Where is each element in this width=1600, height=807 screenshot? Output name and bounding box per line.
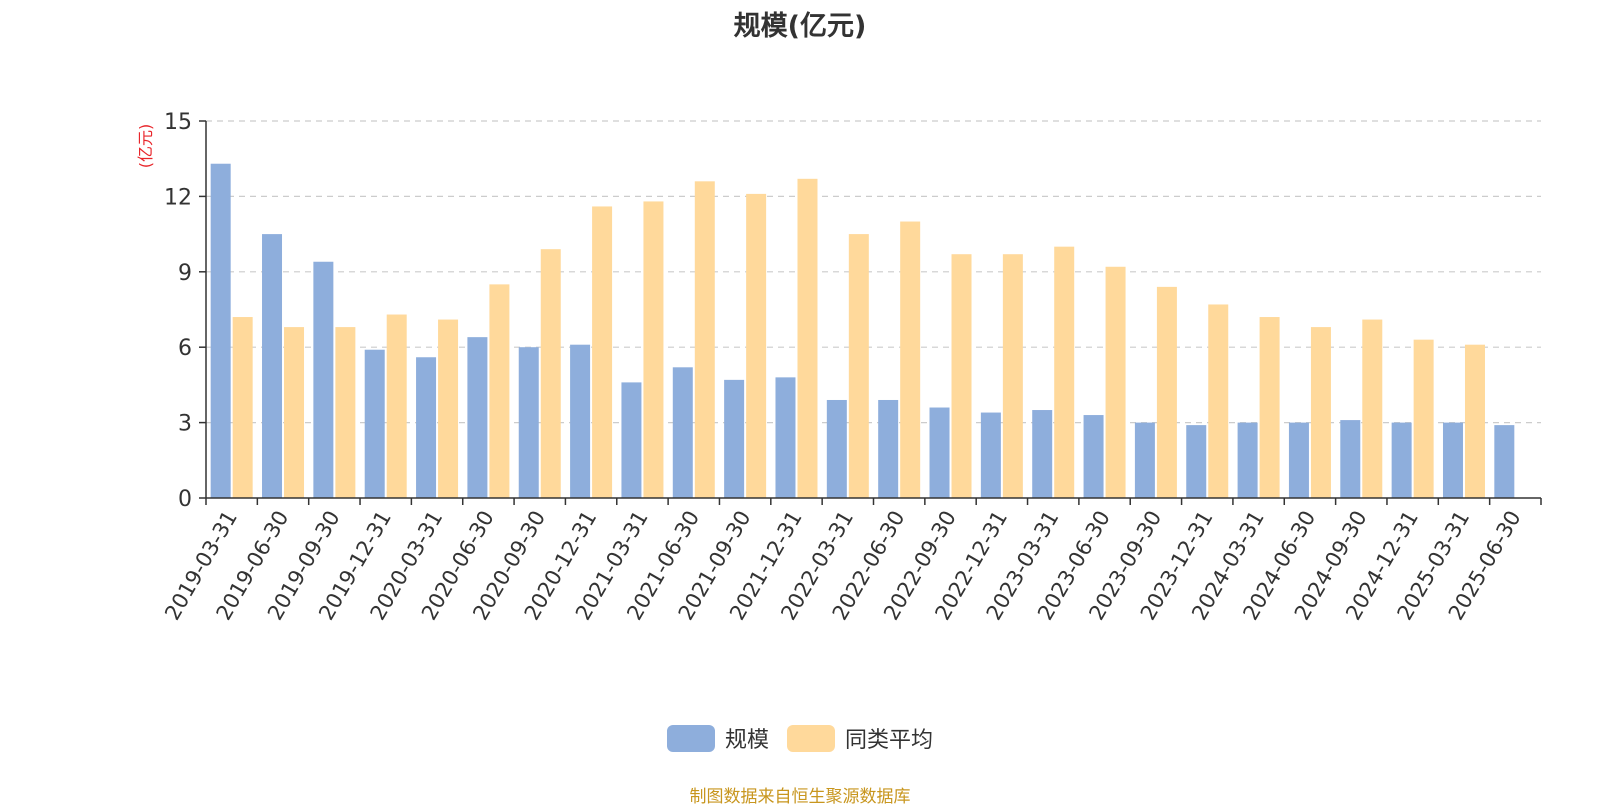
bar-peer-average[interactable] (284, 327, 305, 498)
bar-peer-average[interactable] (1002, 254, 1023, 498)
bar-peer-average[interactable] (797, 178, 818, 498)
bar-peer-average[interactable] (386, 314, 407, 498)
bar-scale[interactable] (929, 407, 950, 498)
bar-peer-average[interactable] (489, 284, 510, 498)
chart-title: 规模(亿元) (733, 11, 867, 42)
bar-peer-average[interactable] (1310, 327, 1331, 498)
y-tick-label: 12 (164, 185, 192, 210)
axes (199, 120, 1542, 505)
bar-scale[interactable] (570, 344, 591, 498)
bar-scale[interactable] (621, 382, 642, 498)
bar-scale[interactable] (467, 337, 488, 498)
bar-peer-average[interactable] (1054, 246, 1075, 498)
bar-scale[interactable] (416, 357, 437, 498)
legend-swatch-scale (666, 724, 715, 752)
y-axis-unit-label: (亿元) (136, 124, 155, 169)
bar-scale[interactable] (1494, 425, 1515, 498)
bar-scale[interactable] (1083, 415, 1104, 498)
y-tick-label: 15 (164, 110, 192, 135)
bar-scale[interactable] (980, 412, 1001, 498)
bar-scale[interactable] (1134, 422, 1155, 498)
bar-scale[interactable] (518, 347, 539, 498)
source-note: 制图数据来自恒生聚源数据库 (689, 787, 911, 807)
bar-peer-average[interactable] (1362, 319, 1383, 498)
bar-peer-average[interactable] (643, 201, 664, 498)
bar-scale[interactable] (262, 234, 283, 498)
bar-scale[interactable] (1442, 422, 1463, 498)
bar-peer-average[interactable] (848, 234, 869, 498)
y-tick-label: 3 (178, 412, 192, 437)
legend-label-scale: 规模 (724, 728, 769, 753)
bar-scale[interactable] (1340, 420, 1361, 498)
bar-scale[interactable] (878, 399, 899, 498)
bar-peer-average[interactable] (1464, 344, 1485, 498)
bar-peer-average[interactable] (1413, 339, 1434, 498)
bar-peer-average[interactable] (592, 206, 613, 498)
legend-item-peer-average[interactable]: 同类平均 (787, 722, 933, 754)
bar-scale[interactable] (210, 163, 231, 498)
y-tick-label: 0 (178, 487, 192, 512)
bar-peer-average[interactable] (1208, 304, 1229, 498)
bar-peer-average[interactable] (232, 317, 253, 498)
bar-scale[interactable] (672, 367, 693, 498)
bar-scale[interactable] (1186, 425, 1207, 498)
bar-scale[interactable] (1032, 410, 1053, 498)
bar-scale[interactable] (775, 377, 796, 498)
bar-peer-average[interactable] (900, 221, 921, 499)
bar-scale[interactable] (1391, 422, 1412, 498)
bar-peer-average[interactable] (951, 254, 972, 498)
bar-peer-average[interactable] (438, 319, 459, 498)
legend-label-peer-average: 同类平均 (845, 728, 934, 753)
bar-peer-average[interactable] (335, 327, 356, 498)
bar-scale[interactable] (1288, 422, 1309, 498)
bar-scale[interactable] (724, 379, 745, 498)
y-tick-label: 6 (178, 336, 192, 361)
bar-peer-average[interactable] (1259, 317, 1280, 498)
legend-item-scale[interactable]: 规模 (666, 722, 769, 754)
bar-peer-average[interactable] (746, 193, 767, 499)
bar-scale[interactable] (313, 261, 334, 498)
legend-swatch-peer-average (787, 724, 835, 752)
legend: 规模 同类平均 (0, 722, 1600, 754)
bar-scale[interactable] (364, 349, 385, 498)
bar-peer-average[interactable] (540, 249, 561, 498)
bar-scale[interactable] (826, 399, 847, 498)
bar-scale[interactable] (1237, 422, 1258, 498)
bar-peer-average[interactable] (694, 181, 715, 498)
y-tick-label: 9 (178, 261, 192, 286)
bar-peer-average[interactable] (1156, 286, 1177, 498)
bar-peer-average[interactable] (1105, 266, 1126, 498)
bars (210, 163, 1515, 499)
